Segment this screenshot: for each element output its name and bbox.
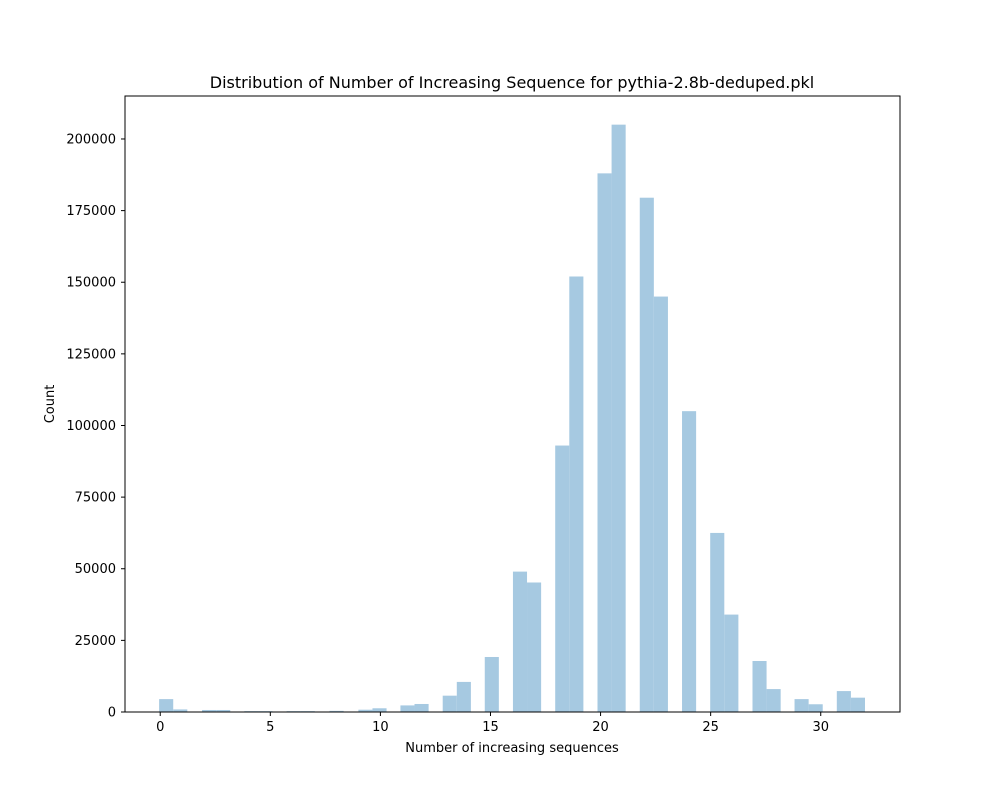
histogram-bar-17	[527, 582, 542, 712]
histogram-bar-1	[173, 709, 188, 712]
y-tick-label: 50000	[75, 562, 116, 577]
histogram-bar-23	[653, 296, 668, 712]
histogram-bar-8	[329, 710, 344, 712]
histogram-bar-26	[724, 614, 739, 712]
histogram-bar-14	[456, 681, 471, 712]
y-tick-label: 175000	[66, 204, 116, 219]
y-tick-label: 75000	[75, 491, 116, 506]
y-axis: 0 25000 50000 75000 100000 125000 150000 175000…	[66, 132, 125, 721]
x-tick-label: 25	[702, 720, 719, 735]
histogram-bar-3	[216, 709, 231, 712]
chart-title: Distribution of Number of Increasing Seq…	[210, 73, 814, 92]
histogram-bar-2	[202, 709, 217, 712]
histogram-bar-21	[611, 124, 626, 712]
histogram-bar-11	[400, 705, 415, 712]
x-axis-label: Number of increasing sequences	[405, 741, 619, 756]
histogram-bar-31	[836, 691, 851, 712]
y-tick-label: 150000	[66, 276, 116, 291]
histogram-bar-22	[639, 197, 654, 712]
histogram-bar-29	[794, 699, 809, 712]
histogram-bar-20	[597, 173, 612, 713]
histogram-bar-12	[414, 703, 429, 712]
y-tick-label: 100000	[66, 419, 116, 434]
histogram-bar-10	[372, 708, 387, 712]
y-tick-label: 125000	[66, 347, 116, 362]
y-axis-label: Count	[43, 385, 58, 424]
plot-frame	[124, 95, 901, 713]
histogram-bar-9	[358, 709, 373, 712]
histogram-bar-19	[569, 276, 584, 712]
histogram-bar-30	[808, 704, 823, 712]
x-tick-label: 15	[482, 720, 499, 735]
y-tick-label: 0	[108, 706, 116, 721]
x-tick-label: 30	[812, 720, 829, 735]
x-tick-label: 5	[266, 720, 274, 735]
y-tick-label: 25000	[75, 634, 116, 649]
histogram-bar-28	[766, 689, 781, 712]
histogram-bar-27	[752, 661, 767, 712]
y-tick-label: 200000	[66, 132, 116, 147]
histogram-bar-24	[682, 411, 697, 712]
x-tick-label: 0	[156, 720, 164, 735]
histogram-bar-32	[850, 697, 865, 712]
x-axis: 0 5 10 15 20 25 30	[156, 712, 829, 735]
histogram-bar-25	[710, 532, 725, 712]
histogram-bar-0	[159, 699, 174, 712]
histogram-bar-13	[442, 695, 457, 712]
x-tick-label: 10	[372, 720, 389, 735]
histogram-bar-18	[555, 445, 570, 712]
histogram-bar-16	[512, 571, 528, 712]
x-tick-label: 20	[592, 720, 609, 735]
bars-group	[159, 124, 865, 713]
histogram-bar-15	[484, 656, 499, 712]
